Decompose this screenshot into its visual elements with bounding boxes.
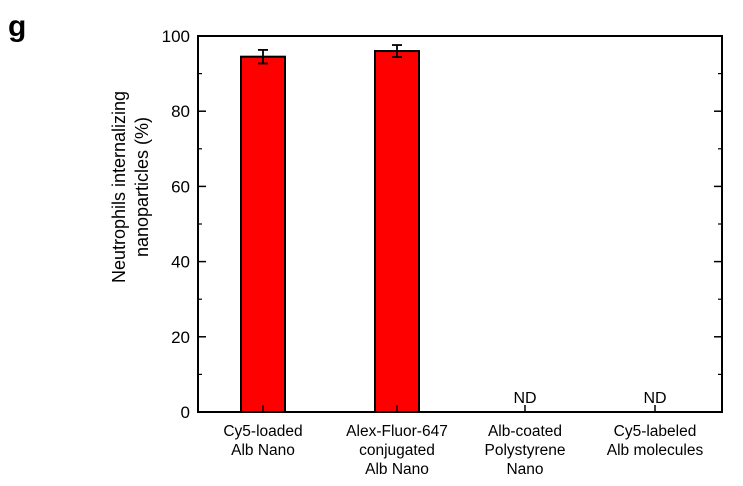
bar-0 bbox=[240, 55, 286, 414]
y-tick-label-80: 80 bbox=[171, 102, 190, 121]
panel-label: g bbox=[8, 10, 26, 43]
y-axis-title: Neutrophils internalizing nanoparticles … bbox=[109, 91, 152, 283]
y-tick-label-40: 40 bbox=[171, 253, 190, 272]
y-axis-title-line-2: nanoparticles (%) bbox=[132, 117, 152, 257]
plot-area: ND ND bbox=[197, 35, 723, 414]
x-category-label-2: Alb-coated Polystyrene Nano bbox=[485, 423, 566, 478]
x-category-label-0: Cy5-loaded Alb Nano bbox=[223, 423, 302, 459]
x-category-label-3: Cy5-labeled Alb molecules bbox=[607, 423, 704, 459]
annotation-nd-3: ND bbox=[643, 390, 666, 407]
x-category-label-1: Alex-Fluor-647 conjugated Alb Nano bbox=[346, 423, 448, 478]
error-bar-1 bbox=[392, 44, 402, 58]
annotation-nd-2: ND bbox=[513, 390, 536, 407]
y-axis: 0 20 40 60 80 100 bbox=[162, 27, 722, 422]
y-tick-label-0: 0 bbox=[181, 403, 190, 422]
bar-1 bbox=[374, 50, 420, 413]
error-bar-0 bbox=[258, 49, 268, 65]
y-tick-label-60: 60 bbox=[171, 177, 190, 196]
y-axis-title-line-1: Neutrophils internalizing bbox=[109, 91, 129, 283]
y-tick-label-100: 100 bbox=[162, 27, 190, 46]
x-axis: Cy5-loaded Alb Nano Alex-Fluor-647 conjugat… bbox=[223, 405, 703, 478]
y-tick-label-20: 20 bbox=[171, 328, 190, 347]
